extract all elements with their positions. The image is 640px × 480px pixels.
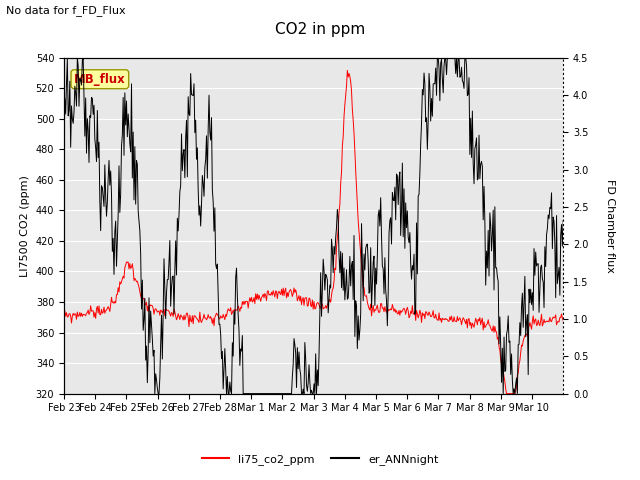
Legend: li75_co2_ppm, er_ANNnight: li75_co2_ppm, er_ANNnight	[197, 450, 443, 469]
Text: MB_flux: MB_flux	[74, 73, 125, 86]
Text: No data for f_FD_Flux: No data for f_FD_Flux	[6, 5, 126, 16]
Text: CO2 in ppm: CO2 in ppm	[275, 22, 365, 36]
Y-axis label: FD Chamber flux: FD Chamber flux	[605, 179, 615, 273]
Y-axis label: LI7500 CO2 (ppm): LI7500 CO2 (ppm)	[20, 175, 30, 276]
